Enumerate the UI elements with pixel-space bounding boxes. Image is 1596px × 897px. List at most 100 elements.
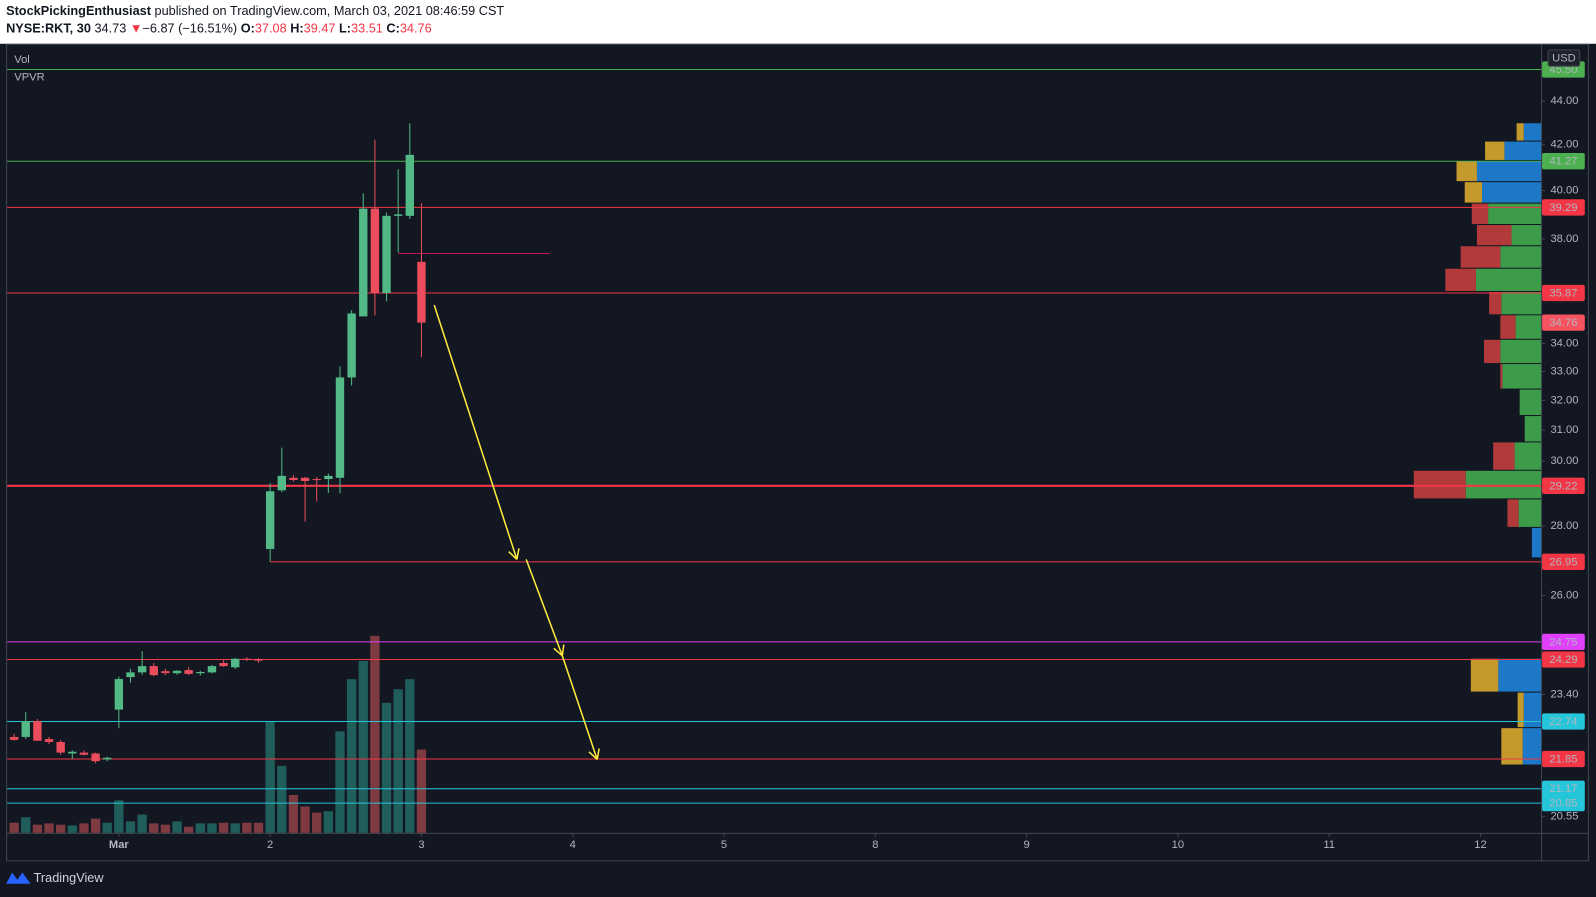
vpvr-up (1498, 658, 1542, 692)
candle-body (79, 752, 89, 755)
vpvr-up (1518, 499, 1542, 527)
volume-bar (90, 818, 101, 833)
vpvr-up (1500, 339, 1542, 364)
arrow-head (561, 644, 565, 656)
candle-body (9, 736, 19, 740)
arrow: ▼ (130, 21, 143, 36)
header-bar (0, 0, 1596, 44)
vpvr-up (1511, 225, 1542, 246)
publish-line: StockPickingEnthusiast published on Trad… (6, 4, 504, 19)
level-label-bg (1542, 651, 1585, 668)
footer-logo (6, 872, 31, 884)
volume-bar (242, 822, 252, 833)
candle-body (33, 721, 42, 741)
y-tick-label: 44.00 (1550, 95, 1578, 107)
level-label-bg (1542, 794, 1585, 812)
vpvr-down (1470, 658, 1499, 692)
volume-bar (79, 823, 89, 833)
level-label: 21.17 (1549, 783, 1577, 795)
vpvr-up (1502, 364, 1542, 389)
x-tick-label: 11 (1323, 839, 1335, 851)
c-value: 34.76 (400, 21, 432, 36)
vpvr-up (1482, 182, 1542, 203)
vpvr-down (1460, 246, 1501, 268)
arrow (561, 655, 598, 760)
indicator-label: VPVR (14, 71, 44, 83)
candle-body (231, 658, 240, 668)
candle-body (207, 666, 217, 673)
x-tick-label: 2 (267, 839, 273, 851)
x-tick-label: 8 (872, 839, 878, 851)
vpvr-down (1500, 364, 1503, 389)
vpvr-up (1524, 416, 1542, 442)
o-label: O: (241, 21, 255, 36)
vpvr-up (1523, 123, 1542, 141)
symbol: NYSE:RKT, 30 (6, 21, 91, 36)
vpvr-layer (1413, 123, 1542, 765)
vpvr-up (1531, 527, 1542, 558)
candle-body (277, 475, 286, 491)
y-tick-label: 31.00 (1550, 424, 1578, 436)
volume-bar (21, 817, 31, 833)
c-label: C: (386, 21, 399, 36)
axis-layer: 44.00 42.00 40.00 38.00 34.00 33.00 32.00 31.00… (109, 61, 1585, 851)
level-label: 26.95 (1549, 556, 1577, 568)
volume-bar (230, 823, 240, 833)
candle-body (370, 208, 380, 294)
x-tick-label: 4 (570, 839, 576, 851)
y-tick-label: 26.00 (1550, 590, 1578, 602)
vpvr-up (1488, 203, 1542, 225)
vpvr-up (1476, 160, 1542, 182)
y-tick-label: 30.00 (1550, 455, 1578, 467)
vpvr-up (1504, 141, 1542, 160)
o-value: 37.08 (255, 21, 287, 36)
y-tick-label: 42.00 (1550, 139, 1578, 151)
volume-bar (405, 679, 415, 833)
vpvr-down (1485, 141, 1505, 160)
y-tick-label: 20.55 (1550, 811, 1578, 823)
candle-body (184, 670, 193, 674)
candle-body (417, 261, 426, 323)
vpvr-up (1514, 442, 1542, 470)
volume-bar (160, 824, 171, 833)
volume-bar (393, 689, 403, 833)
y-tick-label: 40.00 (1550, 185, 1578, 197)
last-price-bg (1542, 314, 1585, 331)
volume-bar (288, 794, 299, 833)
logo-icon (6, 872, 31, 884)
arrow-head (553, 647, 563, 657)
candle-body (137, 666, 147, 673)
vpvr-down (1517, 692, 1524, 728)
vpvr-down (1489, 291, 1502, 315)
level-label-bg (1542, 780, 1585, 797)
level-label: 35.87 (1549, 287, 1577, 299)
candle-body (21, 721, 30, 737)
level-label: 22.74 (1549, 716, 1577, 728)
volume-bar (335, 731, 345, 833)
y-tick-label: 33.00 (1550, 365, 1578, 377)
x-tick-label: 9 (1024, 839, 1030, 851)
candle-body (103, 757, 112, 760)
h-label: H: (290, 21, 303, 36)
x-tick-label: 5 (721, 839, 727, 851)
vpvr-down (1493, 442, 1515, 470)
levels-layer (7, 68, 1542, 804)
arrow-head (508, 551, 518, 560)
y-tick-label: 23.40 (1550, 689, 1578, 701)
last: 34.73 (94, 21, 126, 36)
candle-body (126, 672, 135, 678)
vpvr-down (1456, 160, 1477, 182)
y-tick-label: 32.00 (1550, 394, 1578, 406)
drawings-layer (433, 304, 600, 761)
candle-body (405, 154, 414, 216)
vpvr-down (1464, 182, 1482, 203)
vpvr-down (1500, 315, 1516, 339)
symbol-legend: NYSE:RKT, 30 34.73 ▼−6.87 (−16.51%) O:37… (6, 21, 432, 36)
vpvr-down (1507, 499, 1519, 527)
candle-body (242, 658, 252, 660)
level-label-bg (1542, 750, 1585, 768)
h-value: 39.47 (304, 21, 336, 36)
candle-body (56, 741, 65, 753)
vpvr-up (1519, 389, 1542, 416)
